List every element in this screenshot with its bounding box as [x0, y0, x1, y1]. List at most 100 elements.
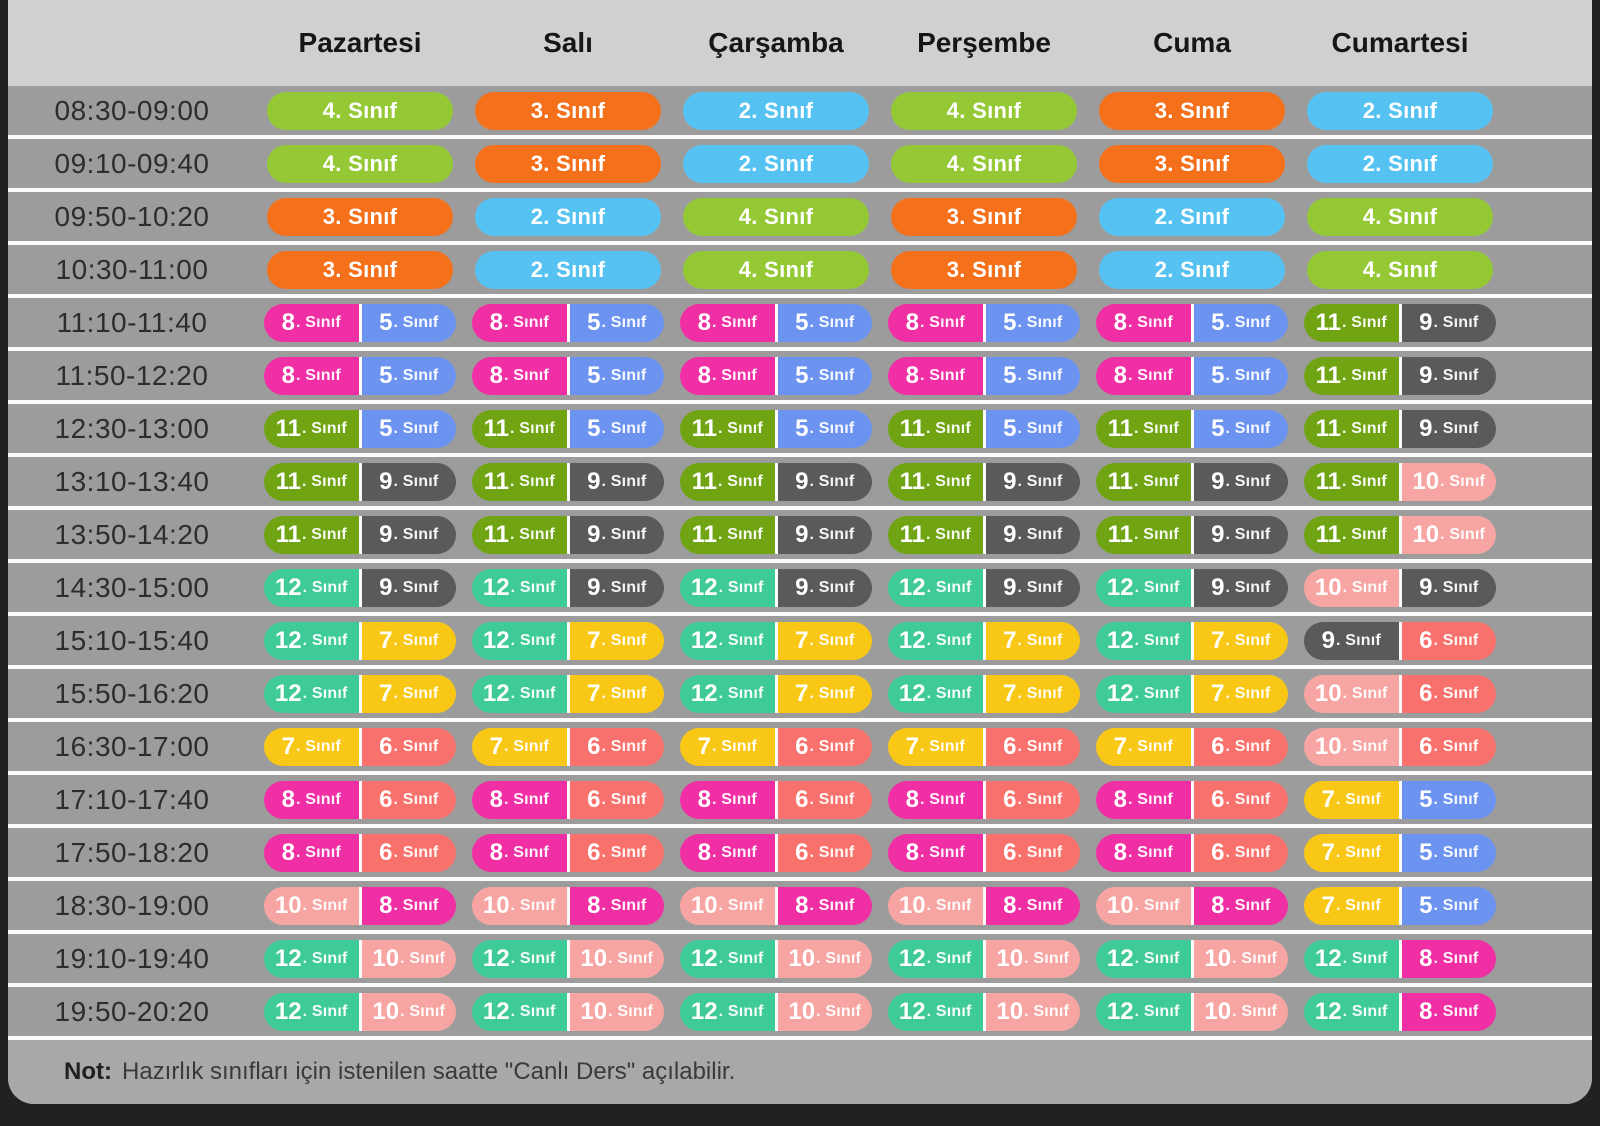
class-pill-half: 5. Sınıf: [569, 409, 664, 448]
grade-number: 10: [1106, 891, 1134, 919]
schedule-cell: 12. Sınıf 7. Sınıf: [464, 674, 672, 713]
time-slot-label: 19:50-20:20: [54, 995, 210, 1027]
grade-number: 8: [1419, 944, 1433, 972]
class-pill-half: 12. Sınıf: [888, 992, 986, 1031]
grade-suffix: . Sınıf: [718, 631, 764, 649]
day-header-2: Salı: [543, 27, 593, 58]
class-pill-half: 7. Sınıf: [1096, 727, 1194, 766]
grade-suffix: . Sınıf: [393, 790, 439, 808]
schedule-row: 13:10-13:40 11. Sınıf 9. Sınıf 11. Sınıf 9. …: [8, 457, 1592, 510]
time-slot-label: 11:50-12:20: [55, 359, 209, 391]
class-pill-half: 7. Sınıf: [361, 674, 456, 713]
grade-number: 6: [1003, 732, 1017, 760]
grade-number: 5: [587, 308, 601, 336]
grade-suffix: . Sınıf: [1225, 737, 1271, 755]
schedule-cell: 2. Sınıf: [464, 250, 672, 289]
time-slot-label: 09:50-10:20: [54, 200, 210, 232]
grade-suffix: . Sınıf: [1433, 949, 1479, 967]
grade-suffix: . Sınıf: [1017, 525, 1063, 543]
class-pill-split: 12. Sınıf 9. Sınıf: [680, 568, 872, 607]
schedule-cell: 2. Sınıf: [672, 144, 880, 183]
grade-suffix: . Sınıf: [1342, 684, 1388, 702]
class-pill-half: 9. Sınıf: [777, 515, 872, 554]
grade-suffix: . Sınıf: [926, 896, 972, 914]
grade-number: 6: [795, 785, 809, 813]
class-pill-half: 10. Sınıf: [1304, 568, 1402, 607]
schedule-cell: 12. Sınıf 10. Sınıf: [464, 992, 672, 1031]
grade-number: 12: [482, 944, 510, 972]
grade-suffix: . Sınıf: [1017, 737, 1063, 755]
grade-suffix: . Sınıf: [510, 1002, 556, 1020]
time-slot-label: 10:30-11:00: [55, 253, 209, 285]
schedule-cell: 11. Sınıf 9. Sınıf: [464, 515, 672, 554]
class-pill-half: 11. Sınıf: [888, 462, 986, 501]
grade-number: 9: [795, 520, 809, 548]
grade-number: 7: [697, 732, 711, 760]
class-pill-half: 7. Sınıf: [777, 674, 872, 713]
grade-number: 8: [1113, 308, 1127, 336]
grade-suffix: . Sınıf: [301, 525, 347, 543]
grade-number: 12: [898, 997, 926, 1025]
class-pill-split: 12. Sınıf 7. Sınıf: [264, 621, 456, 660]
grade-number: 8: [905, 785, 919, 813]
class-pill-split: 12. Sınıf 10. Sınıf: [264, 939, 456, 978]
class-pill-half: 10. Sınıf: [777, 992, 872, 1031]
grade-number: 8: [905, 308, 919, 336]
grade-number: 6: [587, 785, 601, 813]
class-pill-split: 7. Sınıf 6. Sınıf: [680, 727, 872, 766]
note-bar: Not: Hazırlık sınıfları için istenilen s…: [8, 1040, 1592, 1104]
grade-suffix: . Sınıf: [295, 366, 341, 384]
grade-suffix: . Sınıf: [601, 313, 647, 331]
grade-number: 10: [372, 944, 400, 972]
grade-suffix: . Sınıf: [919, 790, 965, 808]
grade-suffix: . Sınıf: [1342, 737, 1388, 755]
schedule-cell: 8. Sınıf 5. Sınıf: [464, 356, 672, 395]
grade-number: 7: [587, 626, 601, 654]
class-pill-half: 8. Sınıf: [1096, 780, 1194, 819]
class-pill-half: 5. Sınıf: [1193, 409, 1288, 448]
class-pill: 3. Sınıf: [1099, 144, 1285, 183]
grade-suffix: . Sınıf: [1433, 631, 1479, 649]
grade-suffix: . Sınıf: [1127, 790, 1173, 808]
schedule-cell: 8. Sınıf 6. Sınıf: [880, 780, 1088, 819]
grade-suffix: . Sınıf: [1134, 1002, 1180, 1020]
class-pill-half: 9. Sınıf: [361, 515, 456, 554]
class-pill-half: 9. Sınıf: [985, 462, 1080, 501]
grade-suffix: . Sınıf: [711, 737, 757, 755]
class-pill-split: 8. Sınıf 6. Sınıf: [264, 833, 456, 872]
class-pill-split: 12. Sınıf 7. Sınıf: [888, 621, 1080, 660]
class-pill-half: 10. Sınıf: [361, 939, 456, 978]
class-pill-half: 5. Sınıf: [777, 356, 872, 395]
grade-number: 9: [1419, 308, 1433, 336]
grade-suffix: . Sınıf: [301, 472, 347, 490]
schedule-cell: 10. Sınıf 8. Sınıf: [464, 886, 672, 925]
class-pill-half: 5. Sınıf: [1401, 833, 1496, 872]
class-pill-half: 7. Sınıf: [361, 621, 456, 660]
grade-number: 12: [898, 626, 926, 654]
grade-number: 7: [1211, 626, 1225, 654]
class-pill-half: 12. Sınıf: [1096, 939, 1194, 978]
class-pill-half: 8. Sınıf: [1401, 939, 1496, 978]
schedule-cell: 11. Sınıf 9. Sınıf: [1296, 409, 1504, 448]
grade-suffix: . Sınıf: [1134, 578, 1180, 596]
class-pill-split: 11. Sınıf 5. Sınıf: [888, 409, 1080, 448]
grade-suffix: . Sınıf: [1440, 472, 1486, 490]
class-pill-split: 11. Sınıf 9. Sınıf: [264, 515, 456, 554]
schedule-cell: 10. Sınıf 8. Sınıf: [880, 886, 1088, 925]
grade-number: 7: [1003, 679, 1017, 707]
class-pill-half: 8. Sınıf: [264, 833, 362, 872]
class-pill-half: 6. Sınıf: [1193, 727, 1288, 766]
grade-suffix: . Sınıf: [816, 1002, 862, 1020]
class-pill-half: 7. Sınıf: [985, 674, 1080, 713]
grade-number: 12: [898, 944, 926, 972]
class-pill-split: 12. Sınıf 9. Sınıf: [888, 568, 1080, 607]
class-pill: 4. Sınıf: [267, 91, 453, 130]
grade-suffix: . Sınıf: [809, 419, 855, 437]
grade-suffix: . Sınıf: [717, 419, 763, 437]
grade-number: 9: [795, 573, 809, 601]
class-pill-half: 6. Sınıf: [777, 833, 872, 872]
class-pill-half: 8. Sınıf: [1401, 992, 1496, 1031]
grade-number: 12: [690, 679, 718, 707]
schedule-row: 13:50-14:20 11. Sınıf 9. Sınıf 11. Sınıf 9. …: [8, 510, 1592, 563]
class-pill-split: 12. Sınıf 10. Sınıf: [472, 992, 664, 1031]
